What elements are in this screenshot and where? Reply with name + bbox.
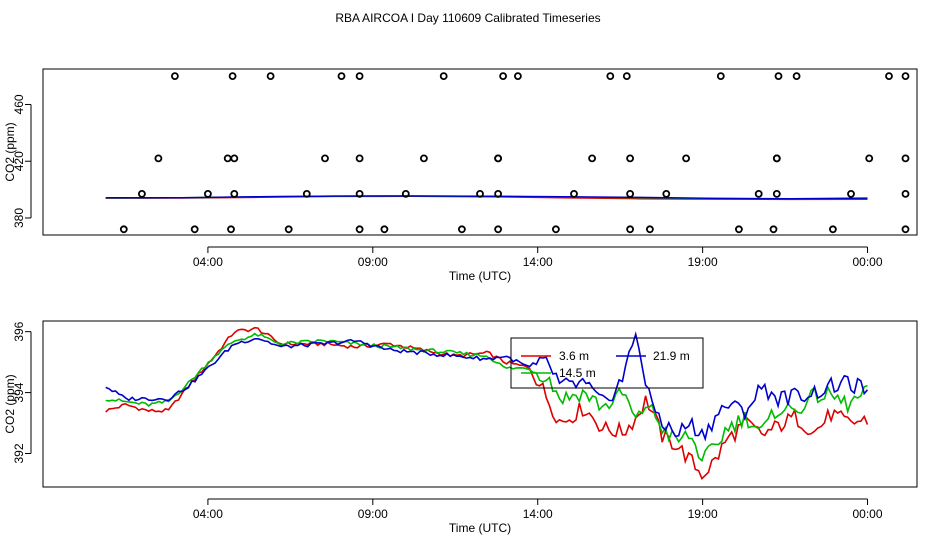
x-tick-label: 04:00	[193, 507, 223, 521]
data-point	[337, 72, 346, 80]
y-tick-label: 394	[12, 382, 26, 402]
data-point	[355, 154, 364, 163]
data-point	[284, 225, 293, 234]
data-point	[514, 72, 522, 80]
legend-label: 14.5 m	[559, 366, 596, 380]
data-point	[266, 72, 275, 80]
data-point	[622, 72, 631, 80]
x-tick-label: 19:00	[688, 255, 718, 269]
data-point	[570, 189, 578, 198]
data-point	[885, 72, 893, 80]
data-point	[439, 72, 448, 80]
y-axis-title: CO2 (ppm)	[3, 122, 17, 181]
data-point	[552, 225, 560, 234]
x-tick-label: 19:00	[688, 507, 718, 521]
data-point	[847, 189, 855, 198]
x-tick-label: 14:00	[523, 255, 553, 269]
data-point	[772, 189, 781, 198]
y-tick-label: 420	[12, 151, 26, 171]
data-point	[606, 72, 615, 80]
legend-label: 21.9 m	[653, 349, 690, 363]
data-point	[419, 154, 428, 163]
data-point	[355, 189, 364, 198]
data-point	[137, 189, 146, 198]
x-tick-label: 14:00	[523, 507, 553, 521]
data-point	[401, 189, 410, 198]
data-point	[901, 189, 910, 198]
data-point	[321, 154, 329, 163]
data-point	[682, 154, 690, 163]
x-tick-label: 04:00	[193, 255, 223, 269]
data-point	[380, 225, 389, 234]
x-tick-label: 00:00	[853, 255, 883, 269]
data-point	[626, 225, 634, 234]
data-point	[735, 225, 743, 234]
data-point	[154, 154, 163, 163]
legend-label: 3.6 m	[559, 349, 589, 363]
data-point	[626, 189, 634, 198]
data-point	[355, 72, 364, 80]
data-point	[754, 189, 763, 198]
series-line-2	[105, 331, 869, 442]
y-tick-label: 380	[12, 208, 26, 228]
data-point	[223, 154, 232, 163]
data-point	[499, 72, 508, 80]
x-tick-label: 09:00	[358, 255, 388, 269]
data-point	[494, 225, 503, 234]
data-point	[646, 225, 654, 234]
data-point	[190, 225, 199, 234]
data-point	[227, 225, 235, 234]
data-point	[588, 154, 596, 163]
plot-frame	[42, 68, 918, 236]
data-point	[228, 72, 237, 80]
bottom-panel-timeseries: 04:00 09:00 14:00 19:00 00:00 Time (UTC) 392 39…	[3, 320, 918, 535]
series-line-1	[105, 332, 868, 463]
data-point	[302, 189, 311, 198]
data-point	[901, 154, 910, 163]
plot-frame	[42, 320, 918, 488]
top-panel-scatter: 04:00 09:00 14:00 19:00 00:00 Time (UTC) 380 42…	[3, 68, 918, 283]
data-point	[494, 189, 503, 198]
y-tick-label: 460	[12, 94, 26, 114]
x-axis-title: Time (UTC)	[449, 269, 511, 283]
data-point	[865, 154, 874, 163]
chart-title: RBA AIRCOA I Day 110609 Calibrated Times…	[335, 11, 600, 25]
x-tick-label: 00:00	[853, 507, 883, 521]
data-point	[792, 72, 801, 80]
data-point	[457, 225, 466, 234]
y-axis-title: CO2 (ppm)	[3, 374, 17, 433]
data-point	[716, 72, 725, 80]
legend-box	[510, 337, 704, 389]
y-tick-label: 392	[12, 443, 26, 463]
data-point	[203, 189, 212, 198]
data-point	[230, 154, 239, 163]
data-point	[626, 154, 634, 163]
x-axis-title: Time (UTC)	[449, 521, 511, 535]
data-point	[230, 189, 239, 198]
data-point	[662, 189, 671, 198]
y-tick-label: 396	[12, 321, 26, 341]
data-point	[901, 225, 910, 234]
data-point	[494, 154, 503, 163]
data-point	[355, 225, 364, 234]
data-point	[170, 72, 179, 80]
data-point	[774, 72, 783, 80]
x-tick-label: 09:00	[358, 507, 388, 521]
data-point	[119, 225, 128, 234]
data-point	[772, 154, 781, 163]
data-point	[476, 189, 484, 198]
data-point	[769, 225, 778, 234]
data-point	[829, 225, 837, 234]
data-point	[901, 72, 910, 80]
